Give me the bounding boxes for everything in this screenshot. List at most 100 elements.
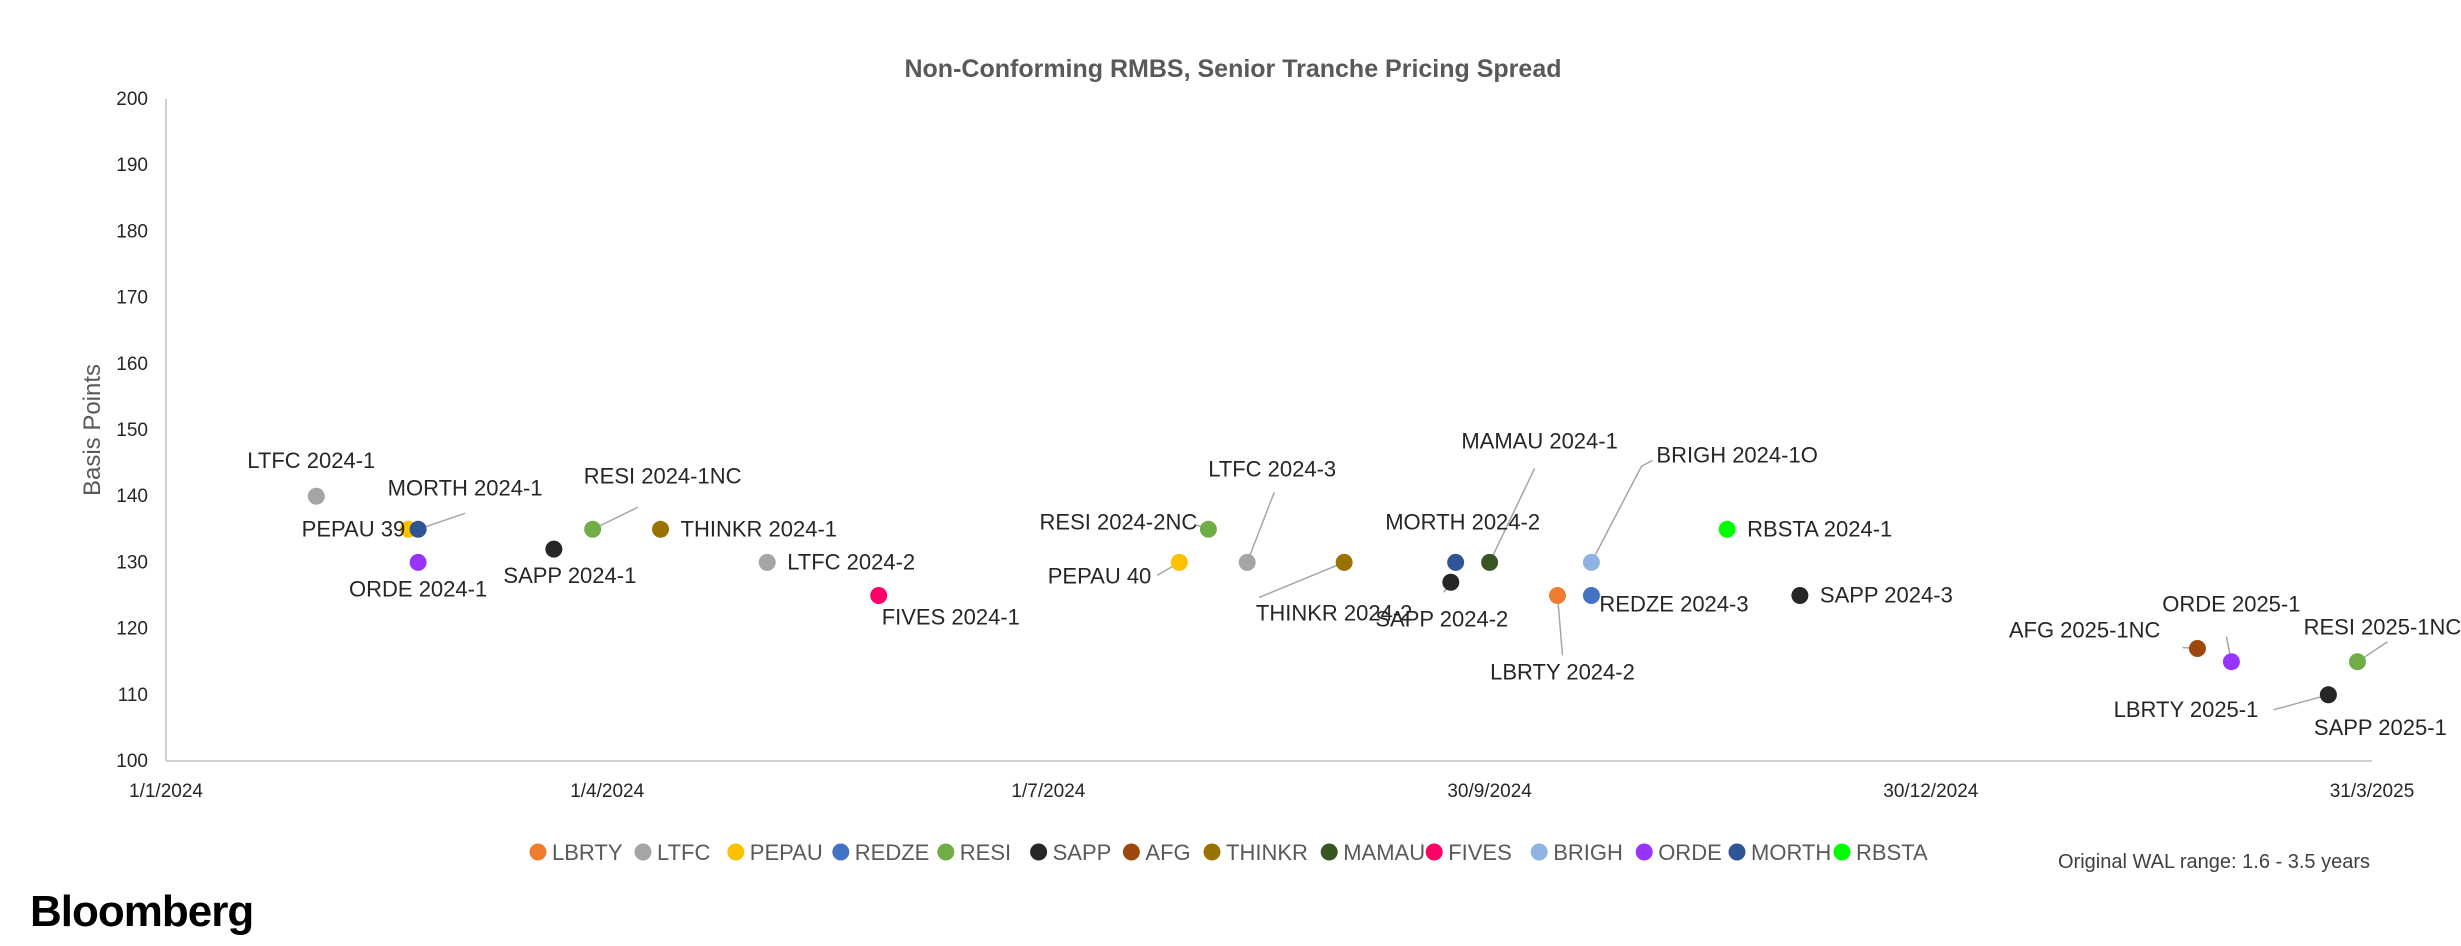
data-label: RESI 2024-2NC — [1040, 509, 1198, 534]
data-label: LBRTY 2024-2 — [1490, 660, 1635, 685]
legend-label-rbsta: RBSTA — [1856, 840, 1928, 865]
bloomberg-logo: Bloomberg — [30, 887, 254, 936]
x-tick-label: 31/3/2025 — [2330, 781, 2415, 802]
data-label: ORDE 2024-1 — [349, 576, 487, 601]
label-leader-line — [1488, 468, 1536, 563]
data-label: SAPP 2024-1 — [503, 563, 636, 588]
y-tick-label: 120 — [116, 619, 148, 640]
data-point-sapp — [2319, 686, 2337, 704]
data-point-brigh — [1582, 553, 1600, 571]
legend-marker-ltfc — [634, 843, 652, 861]
data-label: FIVES 2024-1 — [882, 605, 1020, 630]
data-label: LTFC 2024-2 — [787, 549, 915, 574]
data-point-ltfc — [758, 553, 776, 571]
legend-label-mamau: MAMAU — [1343, 840, 1425, 865]
data-point-sapp — [1442, 573, 1460, 591]
y-tick-labels: 100 110 120 130 140 150 160 170 180 190 200 — [116, 89, 148, 772]
legend-label-resi: RESI — [960, 840, 1011, 865]
legend-marker-rbsta — [1833, 843, 1851, 861]
x-tick-label: 1/4/2024 — [570, 781, 644, 802]
data-label: RESI 2024-1NC — [584, 463, 742, 488]
data-point-pepau — [1170, 553, 1188, 571]
legend-label-orde: ORDE — [1658, 840, 1722, 865]
data-point-thinkr — [1335, 553, 1353, 571]
y-tick-label: 140 — [116, 486, 148, 507]
legend-label-afg: AFG — [1145, 840, 1190, 865]
data-labels: LTFC 2024-1 PEPAU 39 MORTH 2024-1 ORDE 2024… — [247, 428, 2461, 739]
x-tick-label: 30/9/2024 — [1447, 781, 1532, 802]
x-tick-labels: 1/1/2024 1/4/2024 1/7/2024 30/9/2024 30/12/2… — [129, 781, 2414, 802]
y-tick-label: 200 — [116, 89, 148, 110]
data-label: AFG 2025-1NC — [2009, 617, 2161, 642]
legend-label-pepau: PEPAU — [750, 840, 823, 865]
data-point-fives — [870, 587, 888, 604]
label-leader-lines — [417, 459, 2388, 711]
y-tick-label: 150 — [116, 420, 148, 441]
legend-label-morth: MORTH — [1751, 840, 1831, 865]
legend-marker-sapp — [1030, 843, 1048, 861]
legend-marker-fives — [1425, 843, 1443, 861]
data-label: SAPP 2025-1 — [2314, 715, 2447, 740]
legend-label-thinkr: THINKR — [1226, 840, 1308, 865]
data-point-sapp — [545, 540, 563, 558]
data-label: THINKR 2024-1 — [681, 516, 838, 541]
legend-marker-mamau — [1320, 843, 1338, 861]
legend-marker-lbrty — [529, 843, 547, 861]
data-label: MAMAU 2024-1 — [1461, 428, 1618, 453]
data-point-resi — [584, 520, 602, 538]
wal-range-note: Original WAL range: 1.6 - 3.5 years — [2058, 851, 2370, 873]
data-point-afg — [2188, 639, 2206, 657]
legend-marker-afg — [1122, 843, 1140, 861]
legend-label-redze: REDZE — [855, 840, 930, 865]
data-label: LTFC 2024-1 — [247, 448, 375, 473]
data-label: PEPAU 39 — [302, 516, 406, 541]
legend-label-fives: FIVES — [1448, 840, 1512, 865]
y-axis-label: Basis Points — [79, 364, 106, 496]
data-point-lbrty — [1548, 587, 1566, 604]
legend-marker-orde — [1635, 843, 1653, 861]
label-leader-line — [1556, 595, 1564, 656]
data-label: THINKR 2024-2 — [1256, 600, 1413, 625]
y-tick-label: 170 — [116, 288, 148, 309]
data-point-rbsta — [1718, 520, 1736, 538]
y-tick-label: 100 — [116, 751, 148, 772]
data-point-mamau — [1481, 553, 1499, 571]
data-points — [307, 487, 2366, 704]
legend-label-brigh: BRIGH — [1553, 840, 1623, 865]
x-tick-label: 1/7/2024 — [1011, 781, 1085, 802]
y-tick-label: 110 — [118, 685, 148, 706]
data-label: SAPP 2024-2 — [1375, 606, 1508, 631]
legend-marker-morth — [1728, 843, 1746, 861]
y-tick-label: 190 — [116, 155, 148, 176]
data-label: BRIGH 2024-1O — [1656, 442, 1817, 467]
data-point-morth — [409, 520, 427, 538]
label-leader-line — [1246, 492, 1275, 563]
label-leader-line — [2273, 694, 2329, 711]
x-tick-label: 1/1/2024 — [129, 781, 203, 802]
legend-label-sapp: SAPP — [1053, 840, 1112, 865]
data-label: LBRTY 2025-1 — [2114, 697, 2259, 722]
legend: LBRTY LTFC PEPAU REDZE RESI SAPP AFG THINKR MAMA… — [529, 840, 1928, 865]
y-tick-label: 180 — [116, 221, 148, 242]
legend-marker-pepau — [727, 843, 745, 861]
data-point-sapp — [1791, 587, 1809, 604]
legend-label-lbrty: LBRTY — [552, 840, 623, 865]
legend-marker-brigh — [1530, 843, 1548, 861]
data-label: REDZE 2024-3 — [1599, 592, 1748, 617]
label-leader-line — [1258, 561, 1345, 599]
data-label: PEPAU 40 — [1048, 563, 1152, 588]
data-point-resi — [2348, 653, 2366, 671]
data-point-thinkr — [652, 520, 670, 538]
data-label: LTFC 2024-3 — [1208, 456, 1336, 481]
data-label: RBSTA 2024-1 — [1747, 516, 1892, 541]
x-tick-label: 30/12/2024 — [1883, 781, 1979, 802]
data-point-orde — [409, 553, 427, 571]
data-label: SAPP 2024-3 — [1820, 583, 1953, 608]
data-point-redze — [1582, 587, 1600, 604]
legend-marker-resi — [937, 843, 955, 861]
y-tick-label: 160 — [116, 354, 148, 375]
data-point-morth — [1447, 553, 1465, 571]
data-point-ltfc — [307, 487, 325, 505]
y-tick-label: 130 — [116, 552, 148, 573]
